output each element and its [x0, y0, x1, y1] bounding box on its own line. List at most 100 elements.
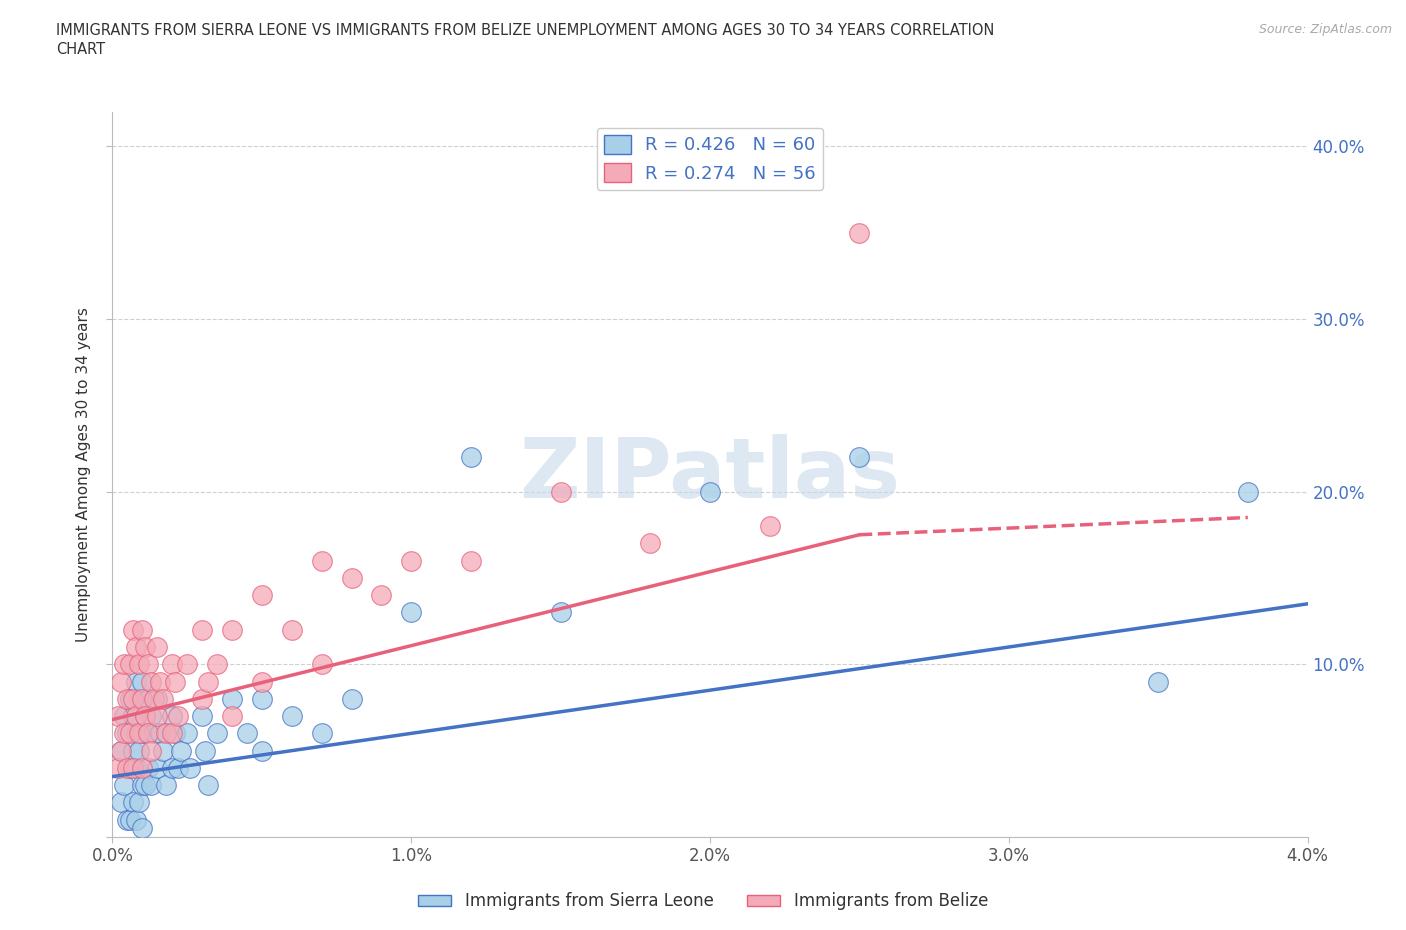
Point	[122, 795, 145, 810]
Point	[179, 761, 201, 776]
Point	[114, 777, 135, 792]
Point	[117, 691, 139, 706]
Y-axis label: Unemployment Among Ages 30 to 34 years: Unemployment Among Ages 30 to 34 years	[76, 307, 91, 642]
Point	[146, 691, 169, 706]
Point	[1147, 674, 1170, 689]
Point	[131, 726, 153, 741]
Point	[110, 795, 132, 810]
Point	[401, 605, 423, 620]
Point	[1237, 485, 1260, 499]
Point	[640, 536, 662, 551]
Point	[460, 449, 482, 464]
Point	[122, 709, 145, 724]
Point	[311, 657, 333, 671]
Point	[155, 777, 177, 792]
Point	[128, 726, 150, 741]
Point	[138, 761, 160, 776]
Point	[110, 674, 132, 689]
Point	[162, 726, 183, 741]
Point	[107, 709, 129, 724]
Point	[114, 709, 135, 724]
Point	[138, 726, 160, 741]
Point	[117, 761, 139, 776]
Point	[143, 691, 166, 706]
Point	[250, 674, 273, 689]
Point	[128, 795, 150, 810]
Point	[125, 761, 148, 776]
Point	[117, 812, 139, 827]
Point	[134, 709, 156, 724]
Point	[120, 691, 142, 706]
Point	[340, 570, 363, 585]
Point	[131, 622, 153, 637]
Point	[134, 709, 156, 724]
Point	[114, 657, 135, 671]
Point	[128, 743, 150, 758]
Point	[281, 709, 304, 724]
Point	[122, 743, 145, 758]
Point	[176, 657, 198, 671]
Point	[131, 674, 153, 689]
Point	[197, 674, 219, 689]
Point	[122, 691, 145, 706]
Point	[550, 605, 572, 620]
Point	[138, 691, 160, 706]
Point	[191, 691, 214, 706]
Point	[114, 726, 135, 741]
Point	[221, 622, 243, 637]
Point	[194, 743, 217, 758]
Point	[110, 743, 132, 758]
Point	[120, 726, 142, 741]
Point	[176, 726, 198, 741]
Point	[165, 674, 187, 689]
Point	[122, 622, 145, 637]
Point	[250, 743, 273, 758]
Point	[250, 691, 273, 706]
Point	[141, 777, 163, 792]
Point	[281, 622, 304, 637]
Point	[146, 709, 169, 724]
Point	[138, 657, 160, 671]
Point	[125, 726, 148, 741]
Point	[110, 743, 132, 758]
Text: ZIPatlas: ZIPatlas	[520, 433, 900, 515]
Point	[120, 657, 142, 671]
Point	[550, 485, 572, 499]
Point	[128, 657, 150, 671]
Point	[311, 726, 333, 741]
Point	[167, 709, 190, 724]
Point	[155, 726, 177, 741]
Point	[460, 553, 482, 568]
Point	[143, 726, 166, 741]
Point	[120, 812, 142, 827]
Point	[125, 812, 148, 827]
Point	[122, 761, 145, 776]
Point	[250, 588, 273, 603]
Point	[162, 709, 183, 724]
Point	[125, 640, 148, 655]
Point	[107, 761, 129, 776]
Legend: R = 0.426   N = 60, R = 0.274   N = 56: R = 0.426 N = 60, R = 0.274 N = 56	[596, 128, 824, 190]
Point	[191, 709, 214, 724]
Point	[146, 640, 169, 655]
Text: Source: ZipAtlas.com: Source: ZipAtlas.com	[1258, 23, 1392, 36]
Point	[236, 726, 259, 741]
Point	[146, 761, 169, 776]
Point	[125, 709, 148, 724]
Point	[401, 553, 423, 568]
Point	[759, 519, 782, 534]
Point	[131, 777, 153, 792]
Point	[149, 674, 172, 689]
Point	[191, 622, 214, 637]
Point	[131, 761, 153, 776]
Point	[141, 709, 163, 724]
Point	[131, 821, 153, 836]
Point	[120, 761, 142, 776]
Point	[128, 691, 150, 706]
Point	[152, 691, 174, 706]
Point	[131, 691, 153, 706]
Point	[167, 761, 190, 776]
Legend: Immigrants from Sierra Leone, Immigrants from Belize: Immigrants from Sierra Leone, Immigrants…	[412, 885, 994, 917]
Point	[141, 674, 163, 689]
Point	[221, 709, 243, 724]
